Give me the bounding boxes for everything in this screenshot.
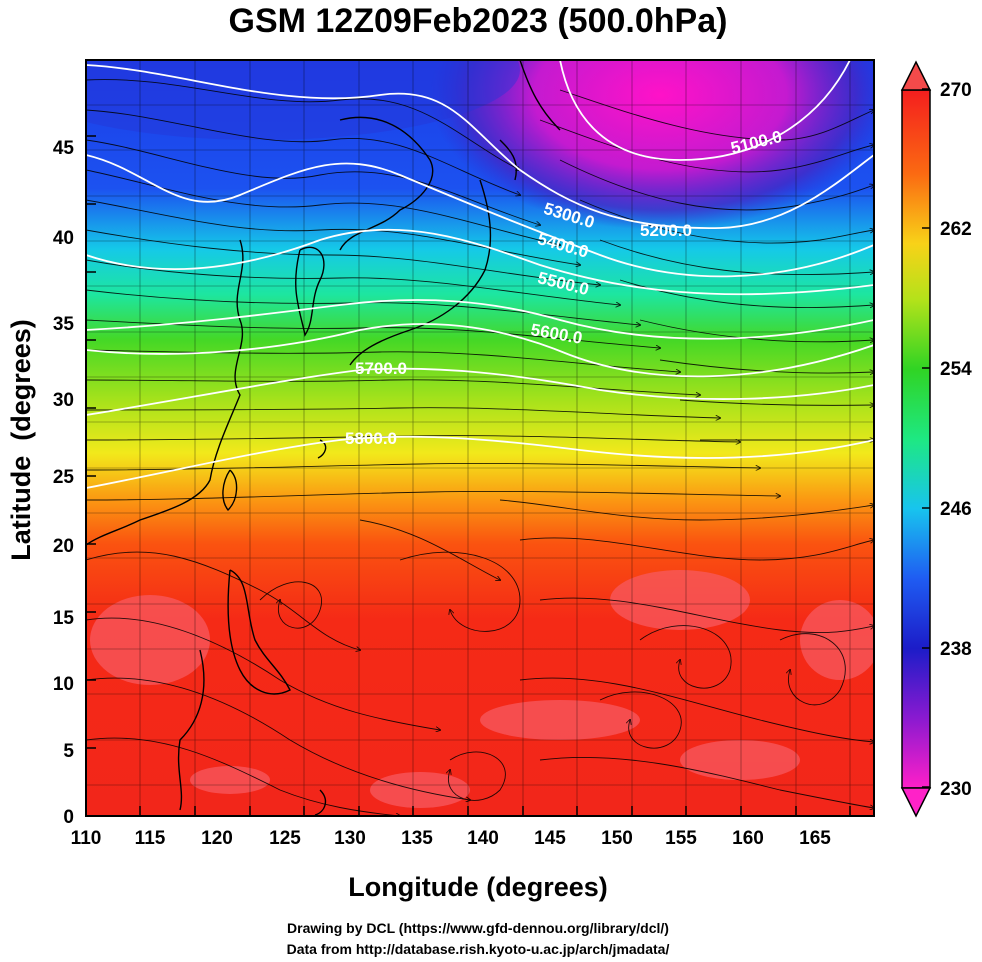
colorbar-bar (901, 89, 931, 789)
x-tick-label: 125 (269, 828, 301, 849)
x-tick-label: 115 (135, 828, 166, 849)
x-tick-label: 155 (665, 828, 697, 849)
colorbar-min-arrow (900, 787, 932, 818)
y-tick-label: 0 (63, 807, 74, 828)
colorbar-ticks (922, 88, 930, 788)
map-plot-area: 5100.0 5200.0 5300.0 5400.0 5500.0 5600.… (86, 60, 874, 816)
contour-label-5700: 5700.0 (355, 359, 407, 378)
contour-5600 (86, 323, 874, 378)
credit-data: Data from http://database.rish.kyoto-u.a… (287, 941, 670, 957)
x-tick-labels: 110 115 120 125 130 135 140 145 150 155 … (71, 828, 832, 849)
contour-5500 (86, 299, 874, 340)
y-tick-label: 10 (53, 674, 74, 695)
plot-frame (85, 59, 875, 817)
y-tick-label: 35 (53, 314, 75, 335)
contour-5800 (86, 435, 874, 489)
warm-patches (90, 570, 874, 808)
colorbar-tick-label: 254 (940, 359, 972, 380)
height-contours (86, 60, 874, 489)
y-tick-label: 40 (53, 228, 74, 249)
coastlines (86, 60, 561, 816)
y-tick-label: 25 (53, 467, 75, 488)
cold-core (430, 60, 874, 230)
colorbar-tick-label: 270 (940, 80, 972, 101)
x-tick-label: 130 (334, 828, 366, 849)
tick-marks (85, 135, 851, 817)
x-tick-label: 165 (799, 828, 831, 849)
colorbar: 270 262 254 246 238 230 (900, 60, 972, 818)
colorbar-tick-label: 246 (940, 499, 972, 520)
colorbar-tick-label: 230 (940, 779, 972, 800)
credit-drawing: Drawing by DCL (https://www.gfd-dennou.o… (287, 920, 669, 936)
y-tick-labels: 0 5 10 15 20 25 30 35 40 45 (53, 138, 75, 828)
y-tick-label: 45 (53, 138, 75, 159)
x-tick-label: 135 (401, 828, 433, 849)
y-tick-label: 30 (53, 390, 74, 411)
colorbar-tick-label: 238 (940, 639, 972, 660)
contour-label-5800: 5800.0 (345, 429, 397, 448)
contour-5300 (86, 154, 874, 278)
contour-5200 (86, 64, 874, 229)
x-tick-label: 150 (601, 828, 633, 849)
x-tick-label: 140 (467, 828, 499, 849)
x-tick-label: 160 (732, 828, 764, 849)
chart-title: GSM 12Z09Feb2023 (500.0hPa) (229, 2, 728, 40)
streamlines (86, 79, 874, 816)
y-tick-label: 5 (63, 741, 74, 762)
y-axis-label: Latitude (degrees) (6, 319, 36, 561)
contour-5100 (559, 60, 851, 161)
y-tick-label: 15 (53, 608, 75, 629)
contour-5400 (86, 228, 874, 296)
y-tick-label: 20 (53, 536, 74, 557)
x-tick-label: 145 (534, 828, 566, 849)
x-tick-label: 120 (201, 828, 233, 849)
colorbar-max-arrow (900, 60, 932, 91)
contour-5700 (86, 367, 874, 416)
x-axis-label: Longitude (degrees) (348, 872, 608, 902)
colorbar-tick-label: 262 (940, 219, 972, 240)
x-tick-label: 110 (71, 828, 102, 849)
contour-label-5200: 5200.0 (640, 221, 692, 240)
